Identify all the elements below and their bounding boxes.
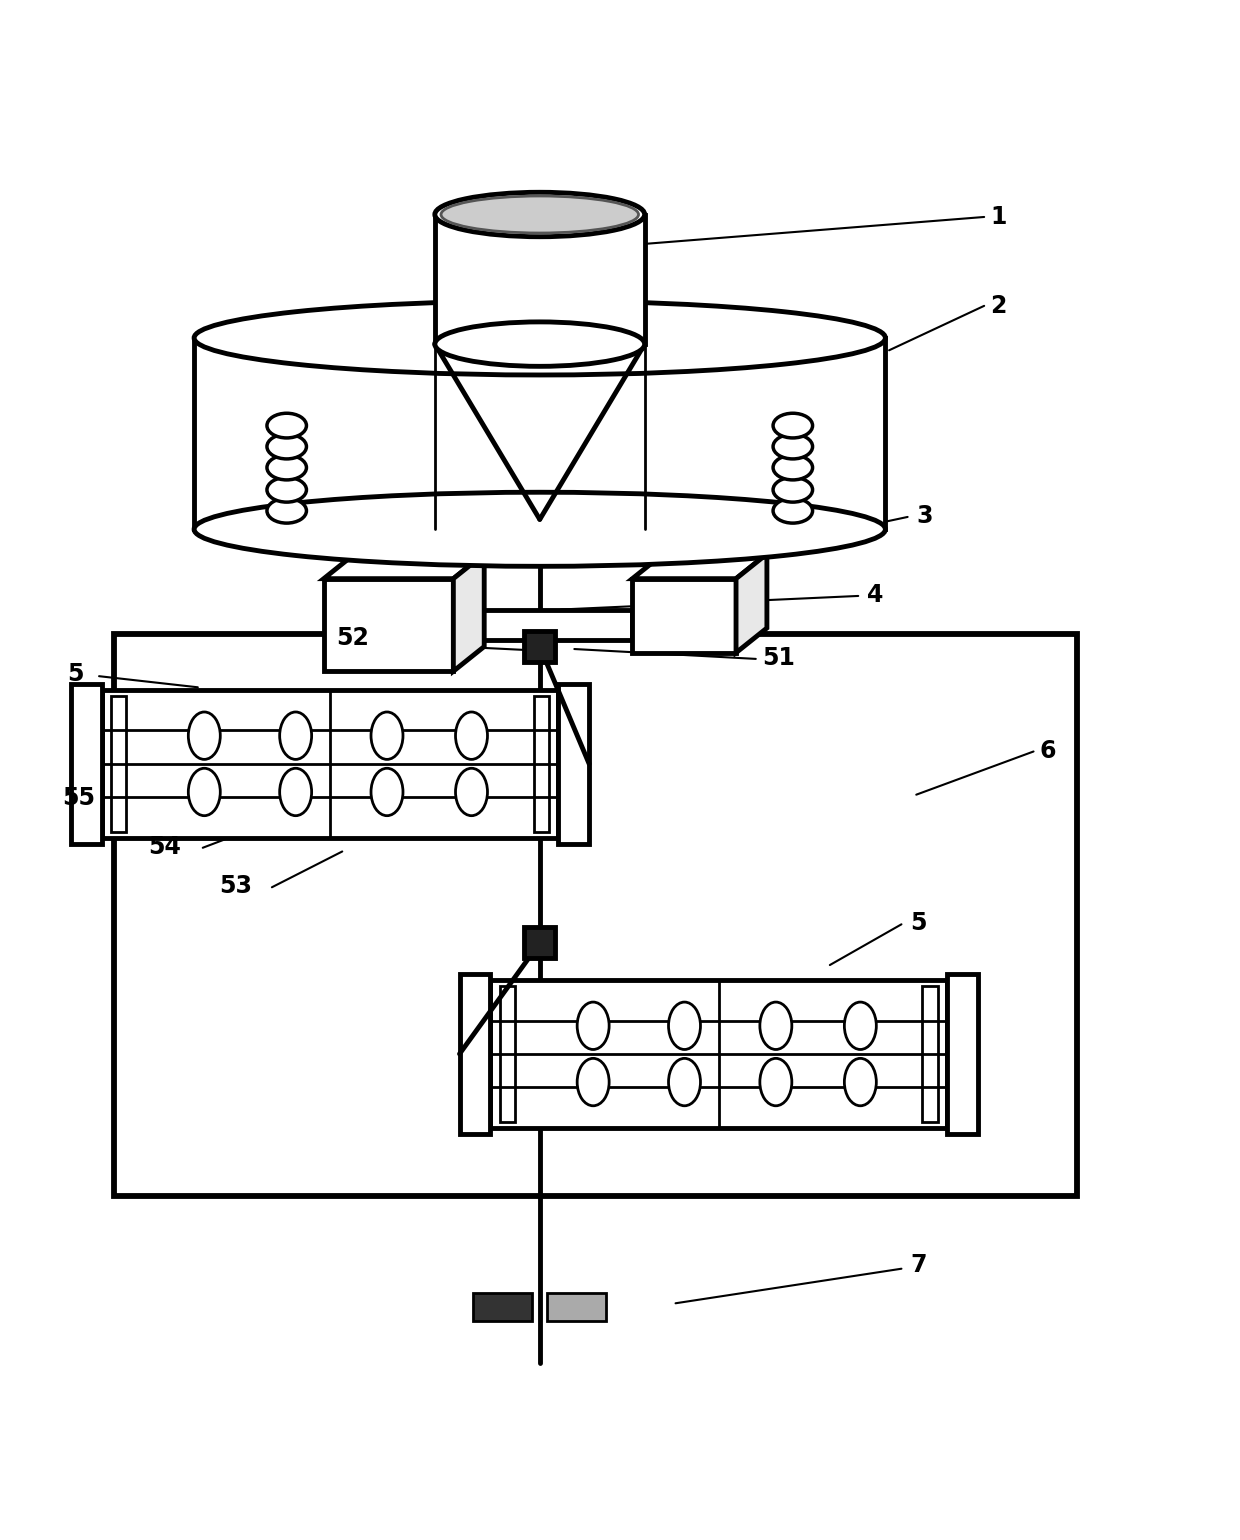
Bar xyxy=(435,214,645,343)
Ellipse shape xyxy=(773,499,812,524)
Ellipse shape xyxy=(441,196,639,233)
Ellipse shape xyxy=(195,493,885,567)
Ellipse shape xyxy=(773,434,812,459)
Ellipse shape xyxy=(188,768,221,816)
Bar xyxy=(474,1294,532,1321)
Bar xyxy=(632,579,737,653)
Bar xyxy=(947,973,978,1133)
Bar xyxy=(558,684,589,844)
Ellipse shape xyxy=(188,711,221,759)
Ellipse shape xyxy=(267,434,306,459)
Ellipse shape xyxy=(760,1003,792,1049)
Ellipse shape xyxy=(577,1003,609,1049)
Bar xyxy=(547,1294,606,1321)
Bar xyxy=(525,927,556,958)
Ellipse shape xyxy=(844,1058,877,1106)
Bar xyxy=(454,610,632,639)
Ellipse shape xyxy=(371,768,403,816)
Text: 6: 6 xyxy=(1039,739,1056,762)
Text: 55: 55 xyxy=(62,785,95,810)
Ellipse shape xyxy=(668,1058,701,1106)
Text: 5: 5 xyxy=(910,912,926,935)
Ellipse shape xyxy=(371,711,403,759)
Text: 5: 5 xyxy=(67,662,83,687)
Text: 52: 52 xyxy=(336,627,370,650)
Ellipse shape xyxy=(668,1003,701,1049)
Bar xyxy=(490,979,947,1127)
Ellipse shape xyxy=(435,192,645,237)
Text: 51: 51 xyxy=(761,647,795,670)
Bar xyxy=(110,696,126,832)
Ellipse shape xyxy=(760,1058,792,1106)
Bar xyxy=(102,690,558,838)
Ellipse shape xyxy=(455,768,487,816)
Ellipse shape xyxy=(577,1058,609,1106)
Bar xyxy=(195,337,885,530)
Bar xyxy=(324,579,454,671)
Bar xyxy=(525,631,556,662)
Ellipse shape xyxy=(280,711,311,759)
Ellipse shape xyxy=(267,499,306,524)
Bar xyxy=(460,973,490,1133)
Text: 53: 53 xyxy=(218,875,252,898)
Polygon shape xyxy=(632,554,766,579)
Text: 2: 2 xyxy=(991,294,1007,319)
Ellipse shape xyxy=(773,413,812,437)
Ellipse shape xyxy=(455,711,487,759)
Polygon shape xyxy=(737,554,766,653)
Ellipse shape xyxy=(773,477,812,502)
Ellipse shape xyxy=(280,768,311,816)
Ellipse shape xyxy=(267,477,306,502)
Bar xyxy=(71,684,102,844)
Ellipse shape xyxy=(267,413,306,437)
Ellipse shape xyxy=(844,1003,877,1049)
Text: 7: 7 xyxy=(910,1254,926,1277)
Ellipse shape xyxy=(267,456,306,480)
Bar xyxy=(500,986,515,1123)
Text: 3: 3 xyxy=(916,504,932,528)
Text: 1: 1 xyxy=(991,205,1007,229)
Bar xyxy=(533,696,549,832)
Ellipse shape xyxy=(773,456,812,480)
Polygon shape xyxy=(454,554,484,671)
Bar xyxy=(114,634,1076,1197)
Ellipse shape xyxy=(435,322,645,367)
Ellipse shape xyxy=(195,300,885,374)
Bar xyxy=(923,986,937,1123)
Text: 54: 54 xyxy=(149,835,181,859)
Polygon shape xyxy=(324,554,484,579)
Text: 4: 4 xyxy=(867,584,883,607)
